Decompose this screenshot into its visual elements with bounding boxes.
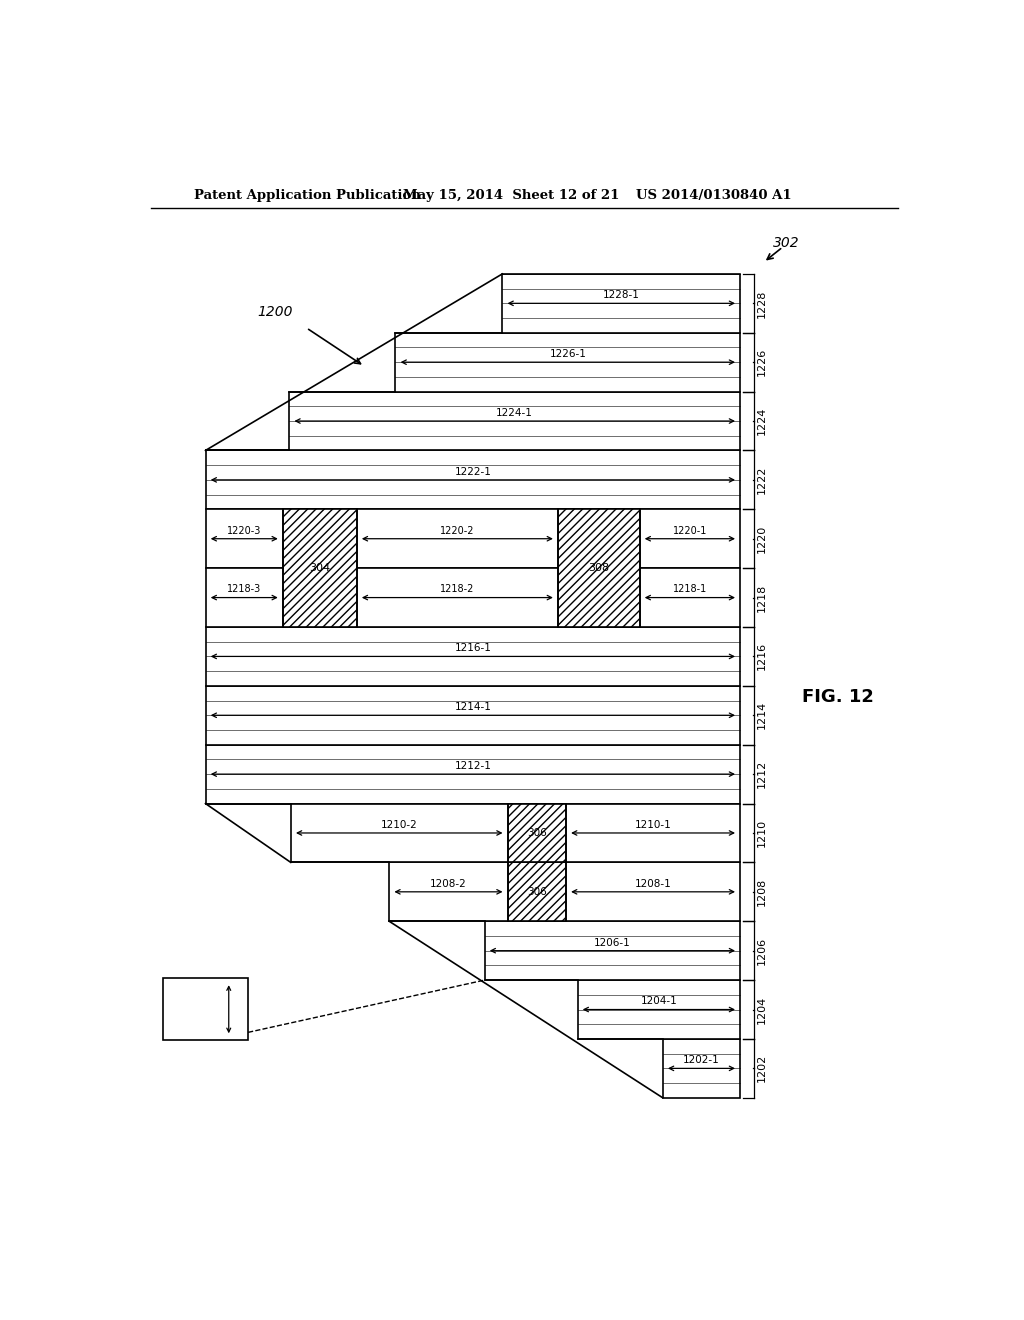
Text: 1206: 1206 [758, 937, 767, 965]
Text: 1220: 1220 [758, 524, 767, 553]
Text: 302: 302 [773, 236, 800, 249]
Text: 1218-1: 1218-1 [673, 585, 707, 594]
Text: 1214-1: 1214-1 [455, 702, 492, 713]
Text: 1216-1: 1216-1 [455, 643, 492, 653]
Bar [389, 862, 740, 921]
Bar [163, 978, 248, 1040]
Text: 306: 306 [527, 887, 547, 896]
Text: 1202: 1202 [758, 1055, 767, 1082]
Bar [508, 804, 566, 862]
Bar [206, 450, 740, 510]
Bar [558, 510, 640, 627]
Text: 1210-2: 1210-2 [381, 820, 418, 830]
Bar [289, 392, 740, 450]
Bar [206, 627, 740, 686]
Text: 1224-1: 1224-1 [497, 408, 534, 418]
Text: 1206-1: 1206-1 [594, 937, 631, 948]
Text: 1208: 1208 [758, 878, 767, 906]
Bar [206, 686, 740, 744]
Bar [206, 568, 740, 627]
Bar [484, 921, 740, 979]
Text: 1200: 1200 [257, 305, 293, 319]
Text: 1212: 1212 [758, 760, 767, 788]
Text: 1226: 1226 [758, 348, 767, 376]
Text: 1214: 1214 [758, 701, 767, 730]
Text: 1210: 1210 [758, 818, 767, 847]
Bar [206, 744, 740, 804]
Text: 1224: 1224 [758, 407, 767, 436]
Text: 1212-1: 1212-1 [455, 762, 492, 771]
Text: 1222: 1222 [758, 466, 767, 494]
Text: 1220-3: 1220-3 [227, 525, 261, 536]
Text: 308: 308 [588, 564, 609, 573]
Bar [508, 862, 566, 921]
Text: 306: 306 [527, 828, 547, 838]
Text: 1204-1: 1204-1 [640, 997, 677, 1006]
Bar [291, 804, 740, 862]
Text: 1208-1: 1208-1 [635, 879, 672, 888]
Text: May 15, 2014  Sheet 12 of 21: May 15, 2014 Sheet 12 of 21 [403, 189, 620, 202]
Text: 1228-1: 1228-1 [603, 290, 640, 300]
Text: Patent Application Publication: Patent Application Publication [194, 189, 421, 202]
Text: 1228: 1228 [758, 289, 767, 318]
Bar [206, 510, 740, 568]
Text: 1218: 1218 [758, 583, 767, 611]
Text: FIG. 12: FIG. 12 [802, 689, 874, 706]
Text: 1216: 1216 [758, 643, 767, 671]
Text: 1210-1: 1210-1 [635, 820, 672, 830]
Text: 1218-2: 1218-2 [440, 585, 474, 594]
Text: 1226-1: 1226-1 [549, 348, 587, 359]
Text: US 2014/0130840 A1: US 2014/0130840 A1 [636, 189, 792, 202]
Bar [503, 275, 740, 333]
Bar [578, 979, 740, 1039]
Text: 1220-2: 1220-2 [440, 525, 475, 536]
Bar [283, 510, 356, 627]
Bar [395, 333, 740, 392]
Text: 304: 304 [309, 564, 331, 573]
Text: 1202-1: 1202-1 [683, 1055, 720, 1065]
Text: 1218-3: 1218-3 [227, 585, 261, 594]
Text: 1222-1: 1222-1 [455, 467, 492, 477]
Text: 1208-2: 1208-2 [430, 879, 467, 888]
Text: 1204: 1204 [758, 995, 767, 1023]
Bar [663, 1039, 740, 1098]
Text: 1220-1: 1220-1 [673, 525, 707, 536]
